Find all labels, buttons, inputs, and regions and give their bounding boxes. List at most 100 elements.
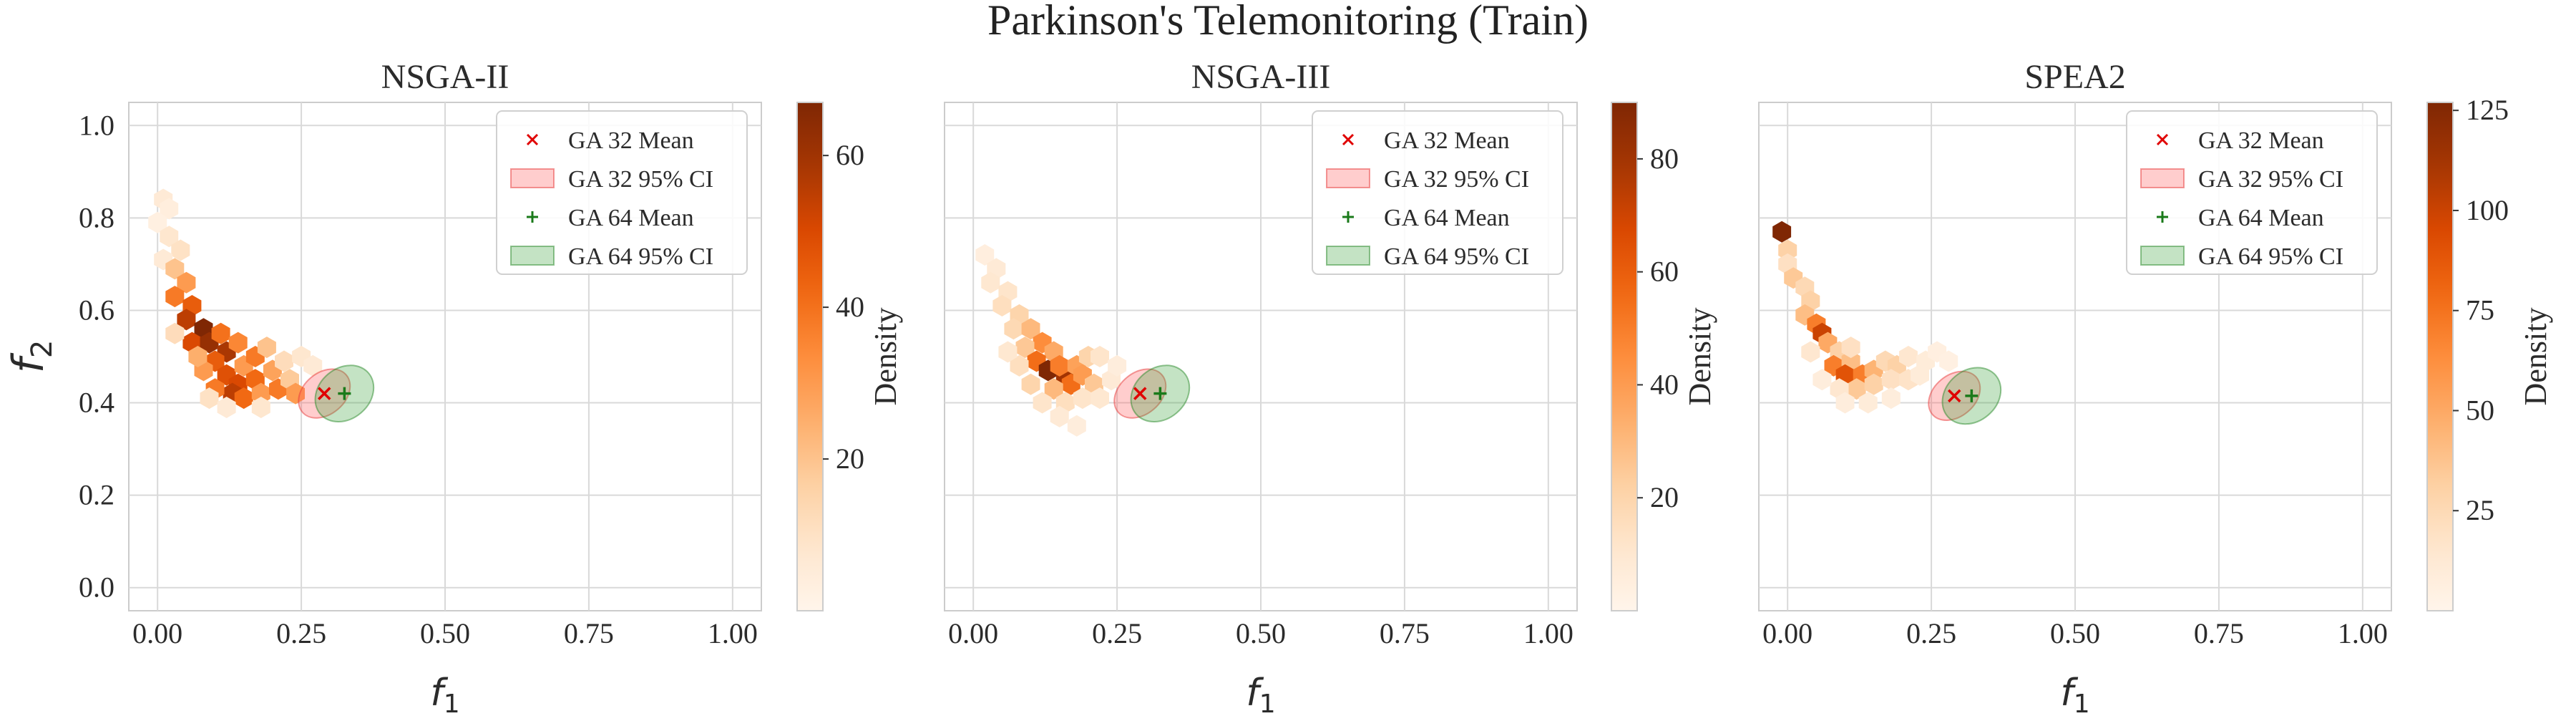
y-tick-label: 0.8 [79,201,114,233]
hexbin [171,239,190,261]
legend-ga32-mean-marker [2156,133,2169,146]
colorbar-bar [1611,102,1638,611]
ga32-mean-marker [317,387,331,400]
legend-label: GA 64 95% CI [2198,243,2343,270]
ga64-mean-marker [1965,389,1979,402]
hexbin [1015,337,1035,359]
hexbin [303,354,323,377]
legend-ga32-ci-swatch [2140,168,2185,188]
hexbin [165,322,185,344]
colorbar-label: Density [868,308,903,406]
x-tick-label: 0.50 [420,617,470,649]
colorbar-tick-label: 50 [2466,394,2494,426]
x-tick-label: 1.00 [1523,617,1574,649]
legend-ga32-mean-marker [1342,133,1355,146]
y-tick-label: 0.6 [79,294,114,326]
x-tick-label: 0.25 [1906,617,1956,649]
legend-ga64-ci-swatch [1326,246,1370,266]
hexbin [1021,318,1040,340]
hexbin [1911,364,1929,386]
y-tick-label: 0.0 [79,571,114,604]
legend-ga64-mean-marker [2157,211,2168,223]
legend-label: GA 32 Mean [2198,127,2324,154]
x-tick-label: 0.50 [1236,617,1286,649]
hexbin [177,271,196,294]
subplot-title: NSGA-II [381,58,509,96]
colorbar-tick-label: 60 [836,139,864,171]
hexbin [1801,341,1820,363]
x-axis-label: f1 [1246,672,1275,716]
hexbin [1835,392,1855,414]
hexbin [1939,350,1958,372]
hexbin [1033,392,1052,414]
x-axis-label: f1 [430,672,459,716]
hexbin [992,295,1012,316]
colorbar-tick-label: 60 [1650,256,1679,288]
colorbar-bar [2426,102,2454,611]
legend-ga32-mean-marker [526,133,539,146]
x-tick-label: 0.75 [1380,617,1430,649]
hexbin [160,198,179,220]
ga32-mean-marker [1948,389,1961,403]
subplot-1: 0.00 0.25 0.50 0.75 1.00 0.0 0.2 0.4 0.6 0.8 1.0 NS… [4,58,903,716]
legend-ga64-ci-swatch [2140,246,2185,266]
hexbin [1864,373,1883,395]
hexbin [1021,373,1040,395]
colorbar: 20 40 60 80 Density [1611,102,1717,611]
legend-label: GA 64 95% CI [1384,243,1529,270]
hexbin [200,387,219,410]
hexbin [275,350,293,372]
y-axis-label: f2 [4,340,59,374]
legend: GA 32 Mean GA 32 95% CI GA 64 Mean GA 64 95… [496,110,748,275]
subplot-2: 0.00 0.25 0.50 0.75 1.00 NSGA-III f1 GA 32 Mean… [944,58,1717,716]
hexbin [165,286,185,308]
hexbin [211,322,230,344]
legend-label: GA 32 95% CI [1384,166,1529,193]
legend-label: GA 64 Mean [1384,205,1510,231]
hexbin [1067,415,1086,437]
legend-label: GA 32 Mean [1384,127,1510,154]
x-tick-label: 0.50 [2050,617,2100,649]
colorbar-bar [796,102,824,611]
x-tick-label: 0.00 [1762,617,1813,649]
y-tick-label: 0.4 [79,387,114,419]
hexbin [1050,405,1069,427]
hexbin [1010,354,1029,377]
legend-label: GA 64 95% CI [568,243,713,270]
colorbar-tick-label: 40 [836,291,864,323]
hexbin [286,382,305,405]
legend: GA 32 Mean GA 32 95% CI GA 64 Mean GA 64 95… [1312,110,1563,275]
x-tick-label: 0.00 [132,617,182,649]
colorbar-tick-label: 80 [1650,142,1679,175]
hexbin [975,244,995,266]
x-tick-label: 0.75 [2194,617,2244,649]
colorbar-label: Density [2518,308,2553,406]
hexbin [1899,346,1918,367]
legend-label: GA 64 Mean [568,205,694,231]
colorbar-tick-label: 100 [2466,194,2509,226]
hexbin [1847,378,1866,400]
hexbin [1108,354,1127,377]
x-tick-label: 1.00 [708,617,758,649]
legend-ga64-mean-marker [1342,211,1354,223]
legend-box [1312,110,1563,275]
ga64-mean-marker [1153,387,1167,400]
colorbar-label: Density [1682,308,1717,406]
colorbar-tick-label: 40 [1650,368,1679,400]
hexbin [234,387,253,410]
colorbar-tick-label: 25 [2466,494,2494,526]
legend: GA 32 Mean GA 32 95% CI GA 64 Mean GA 64 95… [2126,110,2378,275]
hexbin [160,226,179,248]
ga32-mean-marker [1133,387,1147,400]
hexbin [251,397,270,418]
colorbar: 25 50 75 100 125 Density [2426,94,2553,611]
colorbar-tick-label: 20 [836,442,864,475]
hexbin [1073,387,1092,410]
hexbin [1044,378,1063,400]
legend-label: GA 64 Mean [2198,205,2324,231]
hexbin [1778,239,1797,261]
hexbin [1004,318,1023,340]
hexbin [1091,387,1109,410]
